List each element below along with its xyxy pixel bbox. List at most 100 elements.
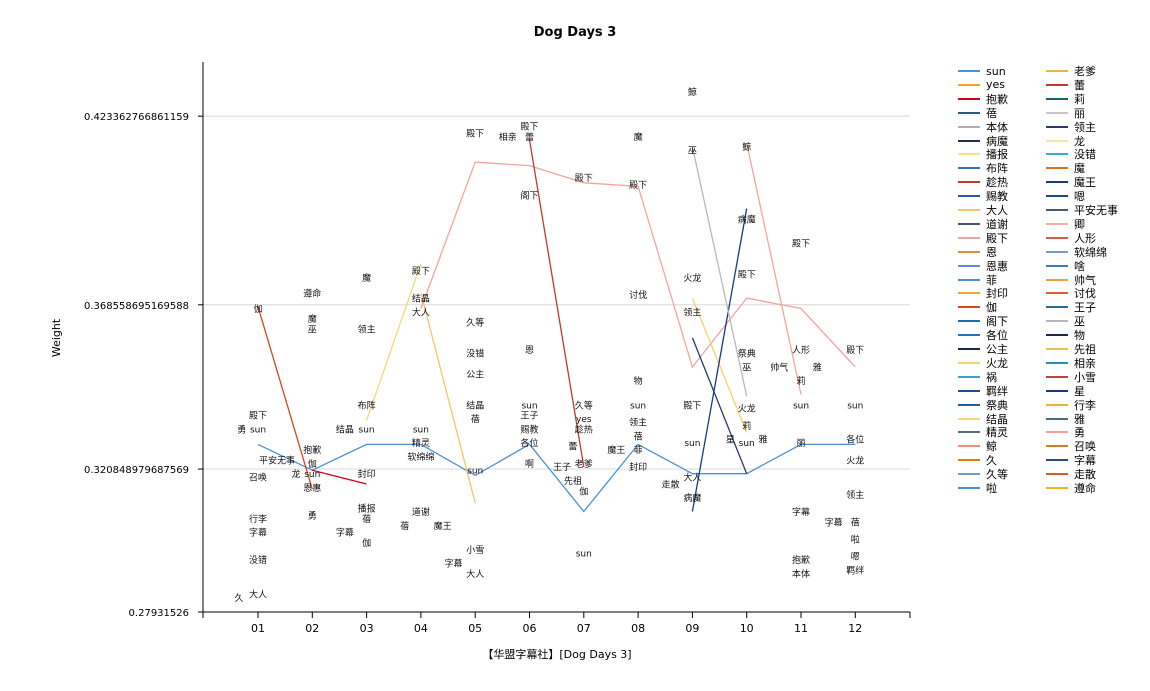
legend-label: 龙: [1074, 134, 1085, 148]
annotation-label: 阁下: [520, 189, 538, 201]
annotation-label: 结晶: [466, 399, 484, 411]
legend-item: 伽: [958, 300, 997, 314]
legend-swatch: [958, 153, 980, 156]
annotation-label: 蕾: [525, 131, 534, 143]
legend-swatch: [958, 389, 980, 392]
legend-label: 勇: [1074, 426, 1085, 440]
legend-label: 嗯: [1074, 190, 1085, 204]
annotation-label: 领主: [629, 416, 647, 428]
annotation-label: 结晶: [336, 423, 354, 435]
annotation-label: 雅: [813, 361, 822, 373]
annotation-label: 公主: [466, 368, 484, 380]
legend-item: 老爹: [1046, 64, 1096, 78]
legend-swatch: [958, 83, 980, 86]
annotation-label: 魔: [362, 272, 371, 284]
annotation-label: sun: [304, 470, 320, 480]
legend-swatch: [958, 250, 980, 253]
legend-swatch: [1046, 403, 1068, 406]
legend-label: 恩: [986, 245, 997, 259]
legend-label: 羁绊: [986, 384, 1008, 398]
legend-label: 播报: [986, 148, 1008, 162]
annotation-label: 病魔: [683, 492, 701, 504]
series-layer: [257, 139, 856, 513]
chart-title: Dog Days 3: [534, 25, 617, 40]
legend-item: 封印: [958, 286, 1008, 300]
annotation-label: 大人: [412, 306, 430, 318]
legend-label: 布阵: [986, 162, 1008, 176]
legend-label: 蕾: [1074, 78, 1085, 92]
legend-item: 抱歉: [958, 92, 1008, 106]
series-line: [312, 469, 367, 485]
legend-label: 久等: [986, 468, 1008, 482]
legend-item: 精灵: [958, 425, 1008, 439]
annotation-label: sun: [793, 401, 809, 411]
annotation-label: 小雪: [466, 545, 484, 556]
legend-item: 人形: [1046, 231, 1096, 245]
legend-item: 巫: [1046, 314, 1085, 328]
legend-item: 蓓: [958, 106, 997, 120]
legend-swatch: [1046, 459, 1068, 462]
legend-item: 恩惠: [958, 259, 1008, 273]
legend-item: 先祖: [1046, 342, 1096, 356]
legend-item: 卿: [1046, 217, 1085, 231]
legend-swatch: [1046, 320, 1068, 323]
x-tick-label: 06: [523, 622, 537, 635]
annotation-label: 平安无事: [259, 454, 295, 466]
annotation-label: 伽: [579, 485, 588, 497]
legend-label: 物: [1074, 329, 1085, 343]
legend-label: 卿: [1074, 217, 1085, 231]
annotation-label: 久等: [575, 399, 593, 411]
annotation-label: 鲸: [742, 141, 751, 153]
legend-label: sun: [986, 64, 1006, 78]
legend-swatch: [958, 125, 980, 128]
annotation-label: 魔: [634, 131, 643, 143]
legend-swatch: [958, 361, 980, 364]
legend-item: 魔王: [1046, 175, 1096, 189]
legend-swatch: [1046, 236, 1068, 239]
legend-swatch: [958, 445, 980, 448]
annotation-label: 龙: [292, 468, 301, 480]
annotation-label: sun: [521, 401, 537, 411]
annotation-label: 蓓: [362, 513, 371, 525]
annotation-label: 火龙: [738, 403, 756, 415]
legend-label: 啦: [986, 482, 997, 495]
annotation-label: 魔王: [434, 520, 452, 532]
legend-swatch: [1046, 431, 1068, 434]
legend-label: 殿下: [986, 231, 1008, 245]
annotation-label: 火龙: [683, 272, 701, 284]
legend-item: 久: [958, 453, 997, 467]
legend-label: 久: [986, 454, 997, 468]
legend-item: 莉: [1046, 92, 1085, 106]
legend-swatch: [958, 375, 980, 378]
legend-swatch: [1046, 167, 1068, 170]
y-tick-label: 0.423362766861159: [84, 112, 189, 123]
annotation-label: 行李: [249, 513, 267, 525]
legend-label: 赐教: [986, 190, 1008, 204]
legend-label: 雅: [1074, 412, 1085, 426]
annotation-label: 蕾: [568, 441, 577, 453]
legend-item: 羁绊: [958, 384, 1008, 398]
legend-item: 龙: [1046, 134, 1085, 148]
legend-swatch: [1046, 389, 1068, 392]
annotation-label: sun: [250, 425, 266, 435]
legend-item: 字幕: [1046, 453, 1096, 467]
legend-item: 走散: [1046, 467, 1096, 481]
x-tick-label: 02: [305, 622, 319, 635]
legend-swatch: [1046, 195, 1068, 198]
x-axis-label: 【华盟字幕社】[Dog Days 3]: [482, 647, 631, 661]
series-line: [691, 208, 748, 512]
legend-item: 大人: [958, 203, 1008, 217]
legend-label: yes: [986, 78, 1006, 92]
legend-label: 趁热: [986, 176, 1008, 190]
legend-swatch: [1046, 181, 1068, 184]
legend-label: 帅气: [1074, 273, 1096, 287]
y-tick-label: 0.27931526: [129, 608, 189, 619]
annotation-label: 结晶: [412, 293, 430, 305]
annotation-label: 莉: [742, 420, 751, 432]
legend-item: 久等: [958, 467, 1008, 481]
annotation-label: 赐教: [520, 423, 538, 435]
annotation-label: sun: [576, 549, 592, 559]
annotation-label: 火龙: [846, 454, 864, 466]
legend-swatch: [958, 181, 980, 184]
legend-label: 遵命: [1074, 482, 1096, 495]
